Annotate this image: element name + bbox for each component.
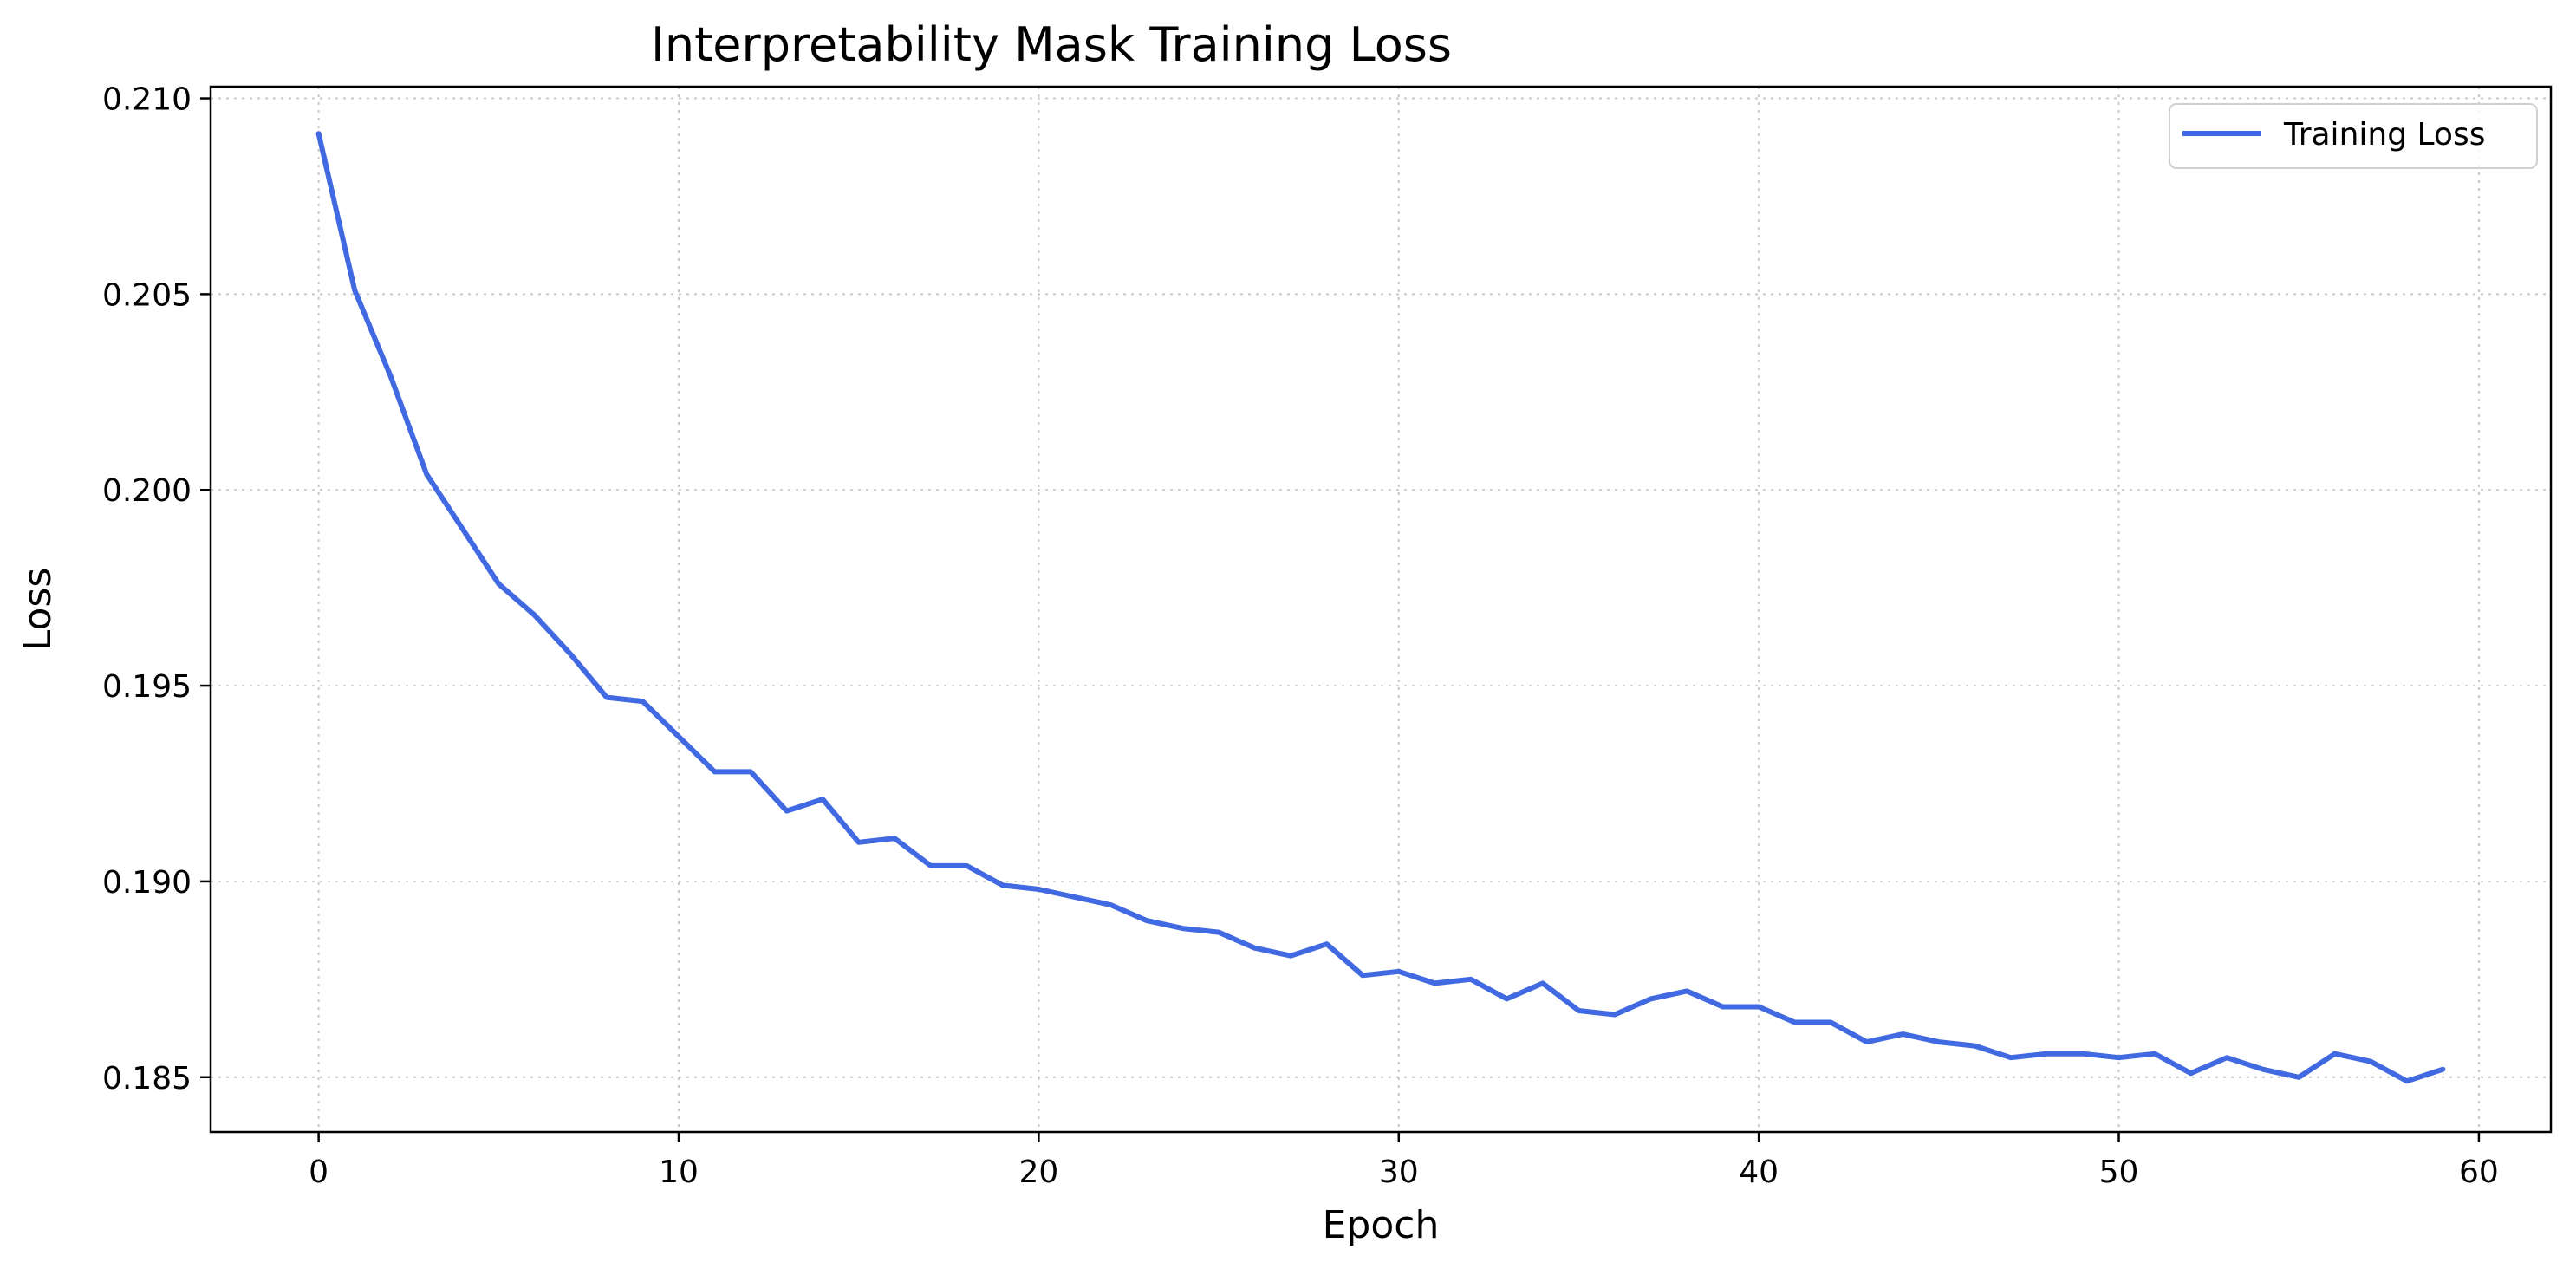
legend-label-training-loss: Training Loss [2283, 117, 2485, 153]
x-tick-label: 30 [1379, 1155, 1419, 1190]
y-tick-label: 0.200 [102, 473, 192, 509]
plot-frame [209, 85, 2553, 1134]
y-axis-label: Loss [16, 568, 60, 652]
x-tick-label: 40 [1739, 1155, 1779, 1190]
chart-title: Interpretability Mask Training Loss [651, 17, 1452, 72]
y-tick-label: 0.185 [102, 1061, 192, 1096]
legend: Training Loss [2169, 103, 2538, 169]
y-tick-label: 0.205 [102, 277, 192, 313]
x-tick-label: 50 [2099, 1155, 2139, 1190]
x-axis-label: Epoch [1323, 1203, 1440, 1247]
x-tick-label: 20 [1018, 1155, 1058, 1190]
x-tick-label: 60 [2459, 1155, 2499, 1190]
legend-box [2169, 103, 2538, 169]
series-line-training-loss [315, 131, 2446, 1084]
grid-lines [211, 87, 2551, 1132]
x-tick-label: 0 [309, 1155, 329, 1190]
x-tick-label: 10 [659, 1155, 699, 1190]
y-tick-label: 0.195 [102, 669, 192, 705]
y-tick-label: 0.190 [102, 865, 192, 901]
y-tick-label: 0.210 [102, 82, 192, 118]
series-layer [315, 131, 2446, 1084]
axis-ticks: 0 10 20 30 40 50 60 0.185 0.190 0.195 0.200 0.205 0.… [102, 82, 2499, 1190]
